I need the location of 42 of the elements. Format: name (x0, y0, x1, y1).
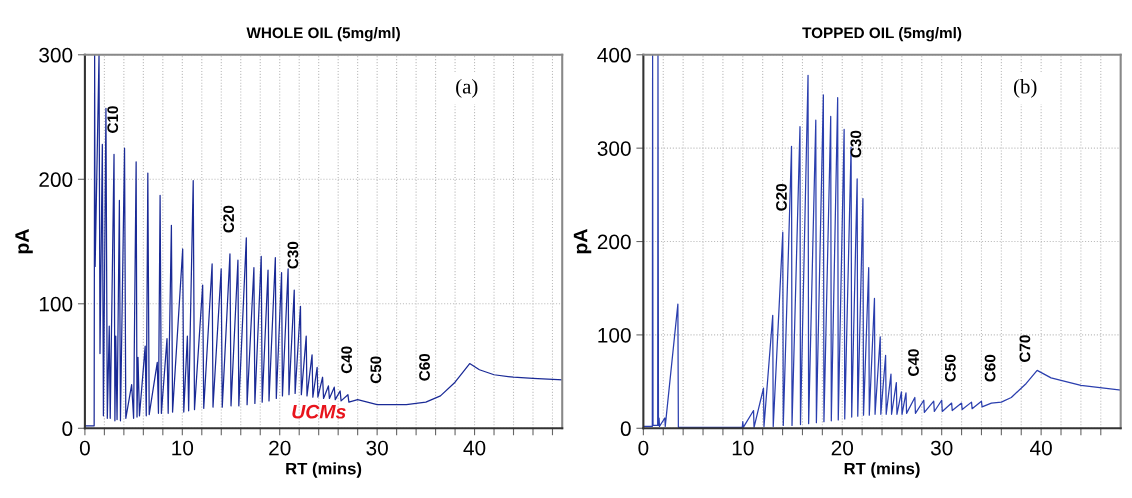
y-tick-label: 300 (39, 47, 73, 63)
annotation: C50 (944, 354, 956, 382)
line-series (643, 54, 1121, 428)
x-tick-label: 20 (269, 440, 291, 456)
chart-title: TOPPED OIL (5mg/ml) (802, 27, 962, 42)
x-tick-label: 30 (930, 440, 953, 456)
x-axis-title: RT (mins) (844, 462, 920, 478)
x-tick-label: 0 (79, 440, 90, 456)
x-tick-label: 30 (366, 440, 388, 456)
y-tick-label: 100 (39, 296, 73, 312)
annotation: C70 (1019, 335, 1031, 362)
x-tick-label: 0 (638, 440, 649, 456)
y-axis-title: pA (15, 229, 33, 254)
y-tick-label: 400 (597, 47, 631, 63)
annotation: C50 (370, 356, 382, 384)
annotation: C20 (223, 205, 235, 233)
x-tick-label: 10 (732, 440, 754, 456)
annotation: C10 (107, 106, 119, 133)
annotation: C30 (287, 241, 299, 269)
annotation: C40 (341, 346, 353, 374)
y-tick-label: 200 (39, 172, 73, 188)
y-tick-label: 300 (597, 141, 631, 156)
x-tick-label: 40 (1030, 440, 1052, 456)
x-axis-title: RT (mins) (286, 462, 362, 478)
x-tick-label: 40 (463, 440, 486, 456)
y-tick-label: 0 (620, 421, 631, 437)
annotation: C30 (850, 130, 862, 158)
annotation: (a) (456, 78, 478, 98)
x-tick-label: 10 (172, 440, 194, 456)
annotation: C60 (419, 353, 430, 381)
y-tick-label: 100 (598, 327, 631, 343)
annotation: C20 (776, 183, 787, 211)
annotation: (b) (1013, 78, 1037, 98)
annotation: C60 (984, 354, 996, 382)
annotation: C40 (908, 349, 919, 377)
y-tick-label: 200 (597, 234, 631, 250)
y-axis-title: pA (573, 229, 592, 254)
x-tick-label: 20 (831, 440, 854, 456)
y-tick-label: 0 (62, 421, 73, 437)
annotation: UCMs (292, 404, 346, 419)
chart-title: WHOLE OIL (5mg/ml) (246, 27, 400, 42)
line-series (84, 54, 563, 427)
